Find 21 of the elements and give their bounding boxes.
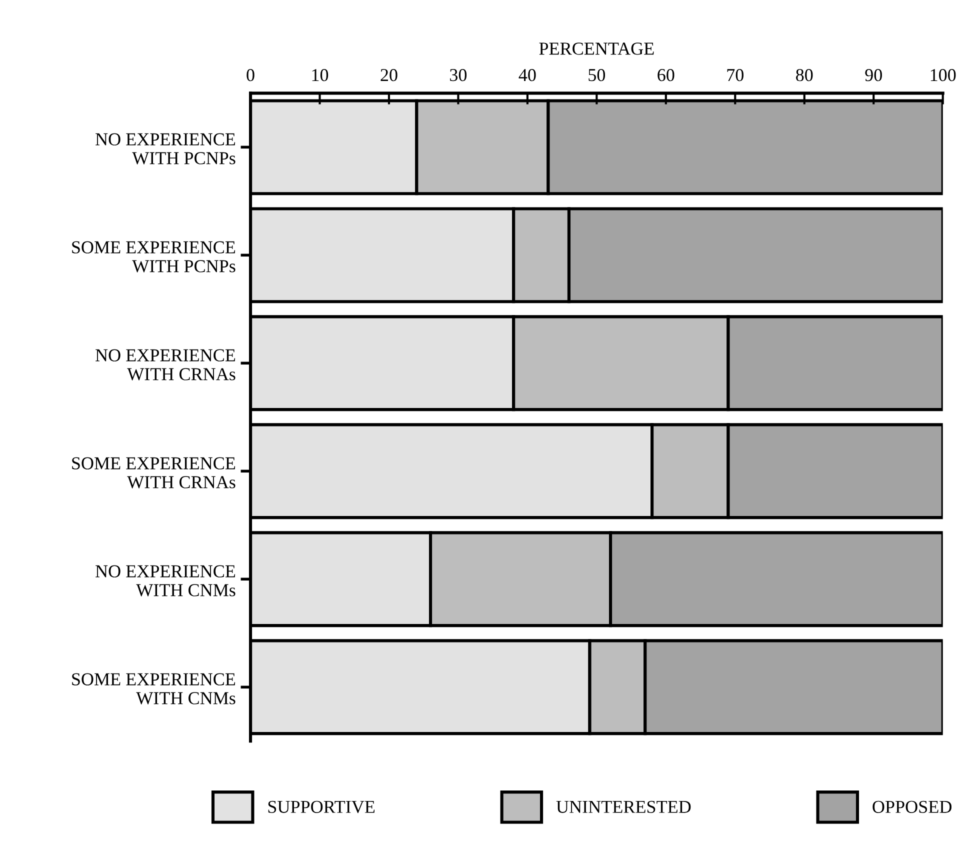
x-tick-label: 0 (246, 68, 254, 82)
x-axis-title: PERCENTAGE (539, 42, 654, 55)
y-tick-label: SOME EXPERIENCE WITH CNMs (72, 673, 236, 704)
x-tick-label: 60 (658, 68, 674, 82)
y-tick-label: NO EXPERIENCE WITH PCNPs (96, 133, 236, 164)
x-tick-label: 20 (380, 68, 398, 82)
x-tick-label: 100 (930, 68, 956, 82)
y-tick-label: NO EXPERIENCE WITH CRNAs (96, 349, 236, 380)
x-tick-label: 10 (312, 68, 328, 82)
x-tick-label: 70 (727, 68, 744, 82)
y-tick-label: SOME EXPERIENCE WITH CRNAs (72, 457, 236, 488)
legend-label: OPPOSED (872, 800, 952, 813)
legend-label: SUPPORTIVE (268, 800, 375, 814)
x-tick-label: 80 (796, 68, 813, 82)
legend-label: UNINTERESTED (556, 800, 691, 813)
x-tick-label: 40 (518, 68, 536, 82)
x-tick-label: 30 (450, 68, 467, 82)
x-tick-label: 50 (588, 68, 606, 82)
y-tick-label: SOME EXPERIENCE WITH PCNPs (72, 241, 236, 272)
y-tick-label: NO EXPERIENCE WITH CNMs (96, 565, 236, 596)
x-tick-label: 90 (865, 68, 882, 82)
